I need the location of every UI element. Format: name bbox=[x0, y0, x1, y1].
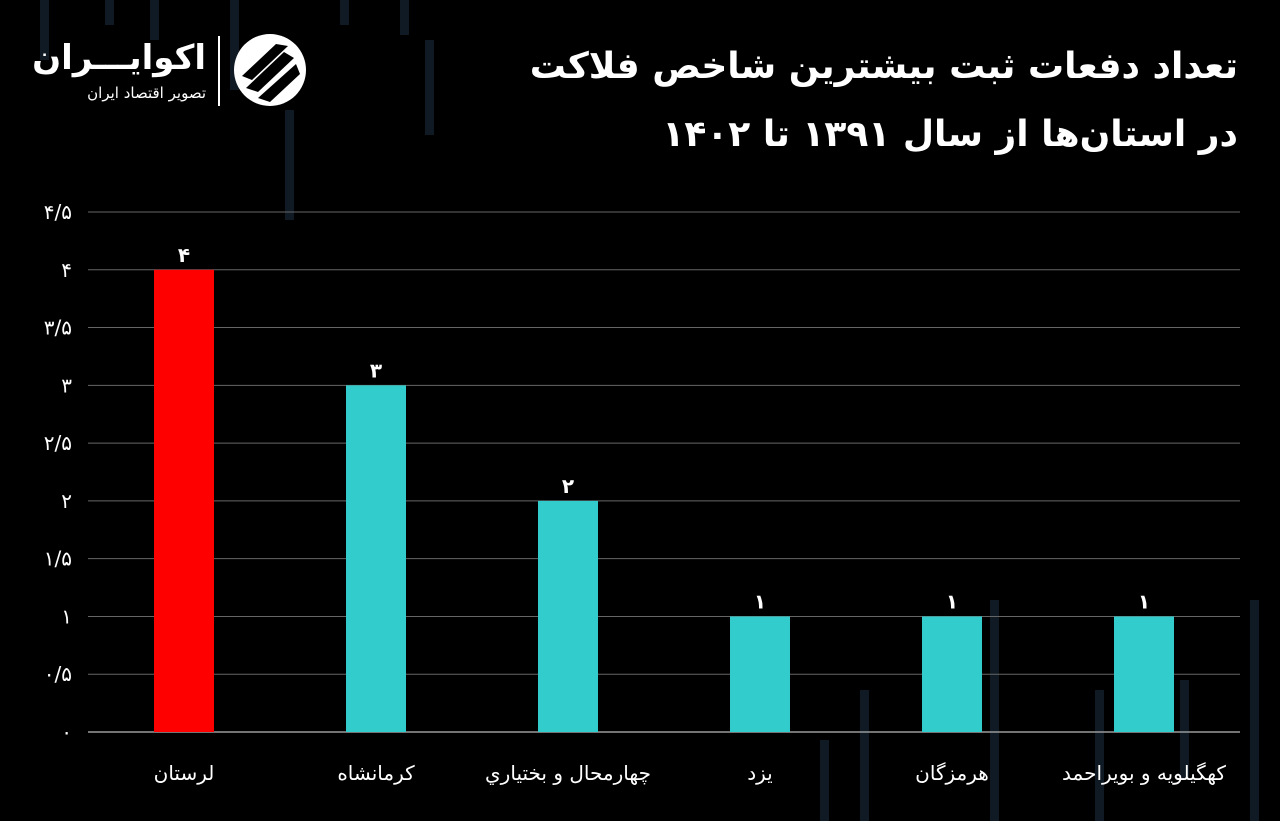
x-tick-label: چهارمحال و بختياري bbox=[485, 761, 651, 786]
brand-name: اکوایـــران bbox=[32, 38, 206, 78]
y-tick-label: ۰ bbox=[61, 720, 72, 744]
x-tick-label: یزد bbox=[747, 761, 773, 785]
y-tick-label: ۴ bbox=[61, 258, 72, 282]
background-candle bbox=[860, 690, 869, 821]
data-label: ۱ bbox=[1138, 589, 1150, 613]
y-tick-label: ۲ bbox=[61, 489, 72, 513]
background-candle bbox=[285, 110, 294, 220]
bar bbox=[538, 500, 598, 732]
ekoiran-logo-icon bbox=[234, 34, 306, 106]
bar bbox=[730, 616, 790, 732]
bar bbox=[1114, 616, 1174, 732]
data-label: ۱ bbox=[754, 589, 766, 613]
x-tick-label: کرمانشاه bbox=[337, 761, 415, 785]
brand-divider bbox=[218, 36, 220, 106]
chart-title-line-2: در استان‌ها از سال ۱۳۹۱ تا ۱۴۰۲ bbox=[662, 114, 1238, 155]
y-tick-label: ۲/۵ bbox=[44, 431, 72, 455]
x-tick-label: هرمزگان bbox=[915, 761, 989, 785]
background-candle bbox=[990, 600, 999, 821]
background-candle bbox=[230, 0, 239, 90]
background-candle bbox=[1095, 690, 1104, 821]
background-candle bbox=[1180, 680, 1189, 780]
y-tick-label: ۳ bbox=[61, 373, 72, 397]
chart-title-line-1: تعداد دفعات ثبت بیشترین شاخص فلاکت bbox=[529, 46, 1238, 87]
background-candle bbox=[150, 0, 159, 40]
background-candle bbox=[340, 0, 349, 25]
background-candle bbox=[400, 0, 409, 35]
bar bbox=[922, 616, 982, 732]
background-candle bbox=[40, 0, 49, 60]
data-label: ۲ bbox=[562, 474, 574, 498]
brand-block: اکوایـــران تصویر اقتصاد ایران bbox=[32, 32, 316, 112]
data-label: ۳ bbox=[370, 358, 382, 382]
y-tick-label: ۰/۵ bbox=[44, 662, 72, 686]
background-candle bbox=[820, 740, 829, 821]
y-tick-label: ۱ bbox=[61, 604, 72, 628]
y-tick-label: ۴/۵ bbox=[44, 200, 72, 224]
background-candle bbox=[105, 0, 114, 25]
brand-tagline: تصویر اقتصاد ایران bbox=[87, 84, 206, 102]
y-tick-label: ۱/۵ bbox=[44, 547, 72, 571]
background-candle bbox=[1250, 600, 1259, 821]
bar bbox=[346, 385, 406, 732]
bar bbox=[154, 269, 214, 732]
x-tick-label: کهگیلویه و بویراحمد bbox=[1062, 761, 1226, 785]
data-label: ۱ bbox=[946, 589, 958, 613]
y-tick-label: ۳/۵ bbox=[44, 316, 72, 340]
data-label: ۴ bbox=[178, 243, 190, 267]
background-candle bbox=[425, 40, 434, 135]
x-tick-label: لرستان bbox=[154, 761, 215, 785]
